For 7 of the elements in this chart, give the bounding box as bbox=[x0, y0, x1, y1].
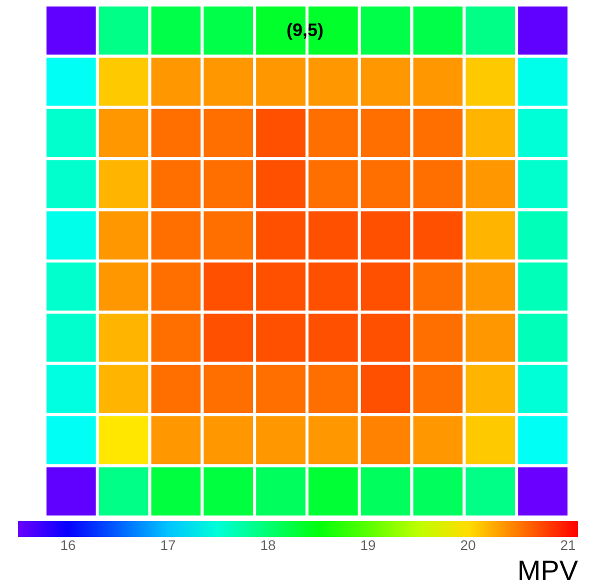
color-bar-title: MPV bbox=[517, 555, 578, 586]
color-bar-label: 19 bbox=[360, 537, 376, 553]
color-bar-label: 20 bbox=[460, 537, 476, 553]
color-bar-label: 18 bbox=[260, 537, 276, 553]
color-bar-label: 16 bbox=[60, 537, 76, 553]
color-bar-label: 21 bbox=[560, 537, 576, 553]
color-bar-label: 17 bbox=[160, 537, 176, 553]
